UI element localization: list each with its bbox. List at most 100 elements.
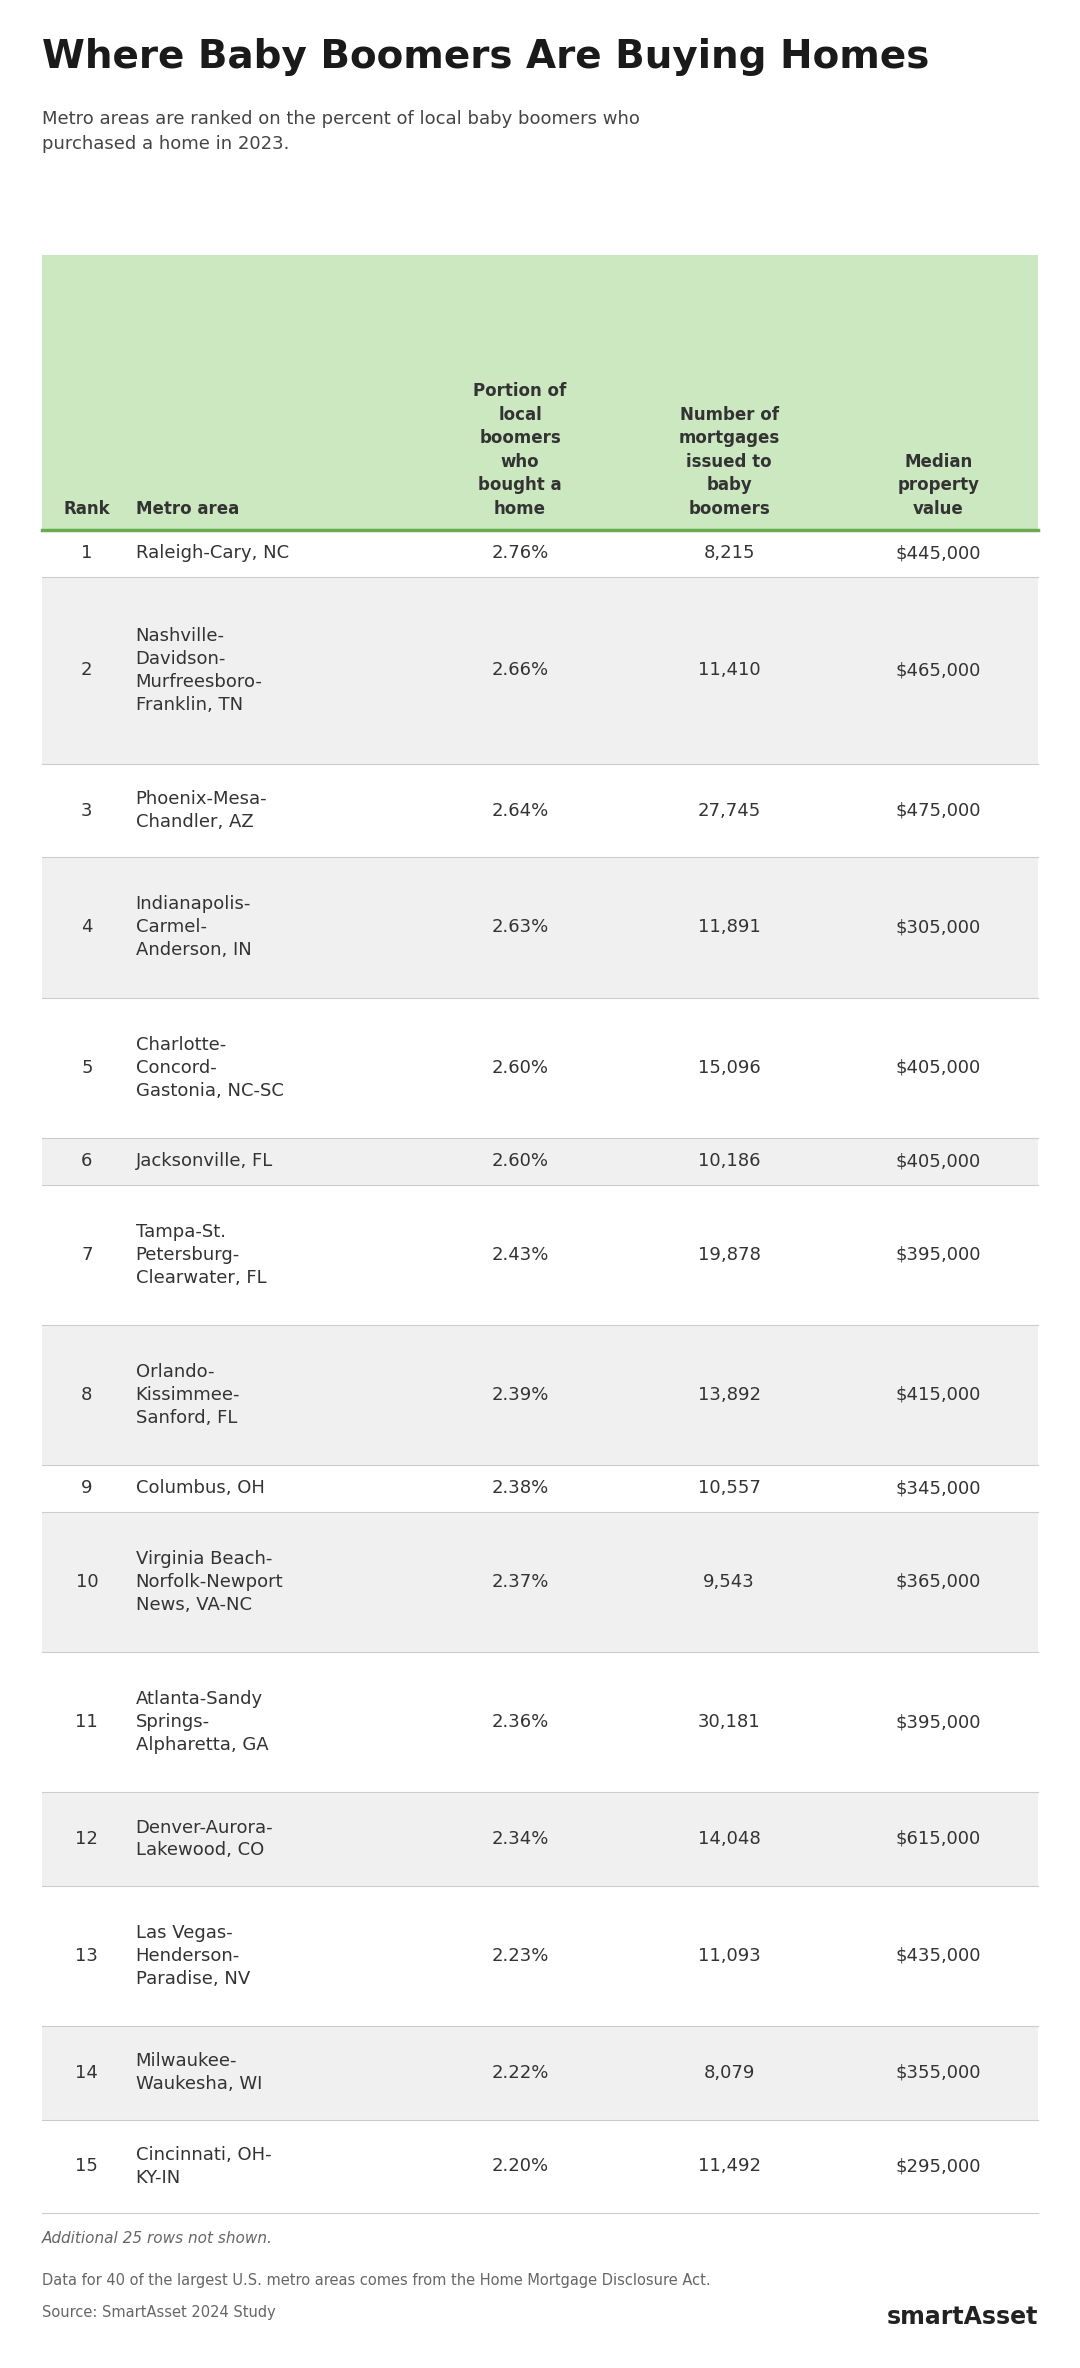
Text: 4: 4 (81, 919, 93, 935)
Text: Data for 40 of the largest U.S. metro areas comes from the Home Mortgage Disclos: Data for 40 of the largest U.S. metro ar… (42, 2273, 711, 2287)
Text: $435,000: $435,000 (895, 1946, 981, 1965)
Text: 15: 15 (76, 2157, 98, 2176)
Text: Indianapolis-
Carmel-
Anderson, IN: Indianapolis- Carmel- Anderson, IN (136, 895, 252, 959)
Text: 2.37%: 2.37% (491, 1572, 549, 1591)
Text: Metro area: Metro area (136, 500, 239, 519)
Text: Atlanta-Sandy
Springs-
Alpharetta, GA: Atlanta-Sandy Springs- Alpharetta, GA (136, 1691, 268, 1755)
Text: Milwaukee-
Waukesha, WI: Milwaukee- Waukesha, WI (136, 2053, 262, 2093)
FancyBboxPatch shape (42, 2027, 1038, 2119)
Text: Phoenix-Mesa-
Chandler, AZ: Phoenix-Mesa- Chandler, AZ (136, 791, 267, 831)
Text: 2.22%: 2.22% (491, 2065, 549, 2081)
FancyBboxPatch shape (42, 1466, 1038, 1511)
Text: 3: 3 (81, 800, 93, 819)
Text: 11,891: 11,891 (698, 919, 760, 935)
Text: Denver-Aurora-
Lakewood, CO: Denver-Aurora- Lakewood, CO (136, 1819, 273, 1859)
Text: 10,186: 10,186 (698, 1153, 760, 1170)
FancyBboxPatch shape (42, 997, 1038, 1137)
FancyBboxPatch shape (42, 2119, 1038, 2214)
FancyBboxPatch shape (42, 1793, 1038, 1885)
Text: 6: 6 (81, 1153, 93, 1170)
Text: Raleigh-Cary, NC: Raleigh-Cary, NC (136, 545, 288, 561)
Text: Las Vegas-
Henderson-
Paradise, NV: Las Vegas- Henderson- Paradise, NV (136, 1923, 249, 1987)
Text: $345,000: $345,000 (895, 1480, 981, 1497)
Text: 5: 5 (81, 1058, 93, 1077)
Text: 11: 11 (76, 1712, 98, 1731)
Text: 15,096: 15,096 (698, 1058, 760, 1077)
Text: Orlando-
Kissimmee-
Sanford, FL: Orlando- Kissimmee- Sanford, FL (136, 1364, 240, 1428)
Text: 30,181: 30,181 (698, 1712, 760, 1731)
Text: 2.66%: 2.66% (491, 661, 549, 680)
Text: 8,079: 8,079 (703, 2065, 755, 2081)
Text: 19,878: 19,878 (698, 1246, 760, 1265)
Text: Metro areas are ranked on the percent of local baby boomers who
purchased a home: Metro areas are ranked on the percent of… (42, 109, 639, 154)
Text: Tampa-St.
Petersburg-
Clearwater, FL: Tampa-St. Petersburg- Clearwater, FL (136, 1222, 267, 1286)
Text: $295,000: $295,000 (895, 2157, 981, 2176)
Text: 11,093: 11,093 (698, 1946, 760, 1965)
FancyBboxPatch shape (42, 857, 1038, 997)
Text: $405,000: $405,000 (895, 1058, 981, 1077)
Text: 2.63%: 2.63% (491, 919, 549, 935)
Text: 27,745: 27,745 (698, 800, 761, 819)
Text: smartAsset: smartAsset (887, 2304, 1038, 2330)
FancyBboxPatch shape (42, 1137, 1038, 1184)
Text: 2: 2 (81, 661, 93, 680)
Text: 2.38%: 2.38% (491, 1480, 549, 1497)
Text: Median
property
value: Median property value (897, 452, 980, 519)
FancyBboxPatch shape (42, 530, 1038, 578)
Text: 2.76%: 2.76% (491, 545, 549, 561)
Text: 9,543: 9,543 (703, 1572, 755, 1591)
Text: 12: 12 (76, 1830, 98, 1847)
Text: 9: 9 (81, 1480, 93, 1497)
Text: 14,048: 14,048 (698, 1830, 760, 1847)
Text: 8: 8 (81, 1385, 93, 1404)
Text: 1: 1 (81, 545, 93, 561)
Text: 2.20%: 2.20% (491, 2157, 549, 2176)
Text: 10: 10 (76, 1572, 98, 1591)
Text: Cincinnati, OH-
KY-IN: Cincinnati, OH- KY-IN (136, 2145, 271, 2186)
Text: $365,000: $365,000 (895, 1572, 981, 1591)
Text: Nashville-
Davidson-
Murfreesboro-
Franklin, TN: Nashville- Davidson- Murfreesboro- Frank… (136, 628, 262, 713)
Text: 2.39%: 2.39% (491, 1385, 549, 1404)
Text: 7: 7 (81, 1246, 93, 1265)
Text: Rank: Rank (64, 500, 110, 519)
Text: 2.60%: 2.60% (491, 1153, 549, 1170)
Text: $475,000: $475,000 (895, 800, 981, 819)
FancyBboxPatch shape (42, 1324, 1038, 1466)
FancyBboxPatch shape (42, 1184, 1038, 1324)
Text: 11,492: 11,492 (698, 2157, 760, 2176)
FancyBboxPatch shape (42, 578, 1038, 765)
Text: $355,000: $355,000 (895, 2065, 981, 2081)
FancyBboxPatch shape (42, 1885, 1038, 2027)
Text: 14: 14 (76, 2065, 98, 2081)
Text: Number of
mortgages
issued to
baby
boomers: Number of mortgages issued to baby boome… (678, 405, 780, 519)
Text: Portion of
local
boomers
who
bought a
home: Portion of local boomers who bought a ho… (473, 381, 567, 519)
Text: Additional 25 rows not shown.: Additional 25 rows not shown. (42, 2231, 273, 2245)
FancyBboxPatch shape (42, 1653, 1038, 1793)
FancyBboxPatch shape (42, 256, 1038, 530)
Text: $405,000: $405,000 (895, 1153, 981, 1170)
Text: 2.36%: 2.36% (491, 1712, 549, 1731)
Text: Where Baby Boomers Are Buying Homes: Where Baby Boomers Are Buying Homes (42, 38, 930, 76)
Text: $465,000: $465,000 (895, 661, 981, 680)
Text: Source: SmartAsset 2024 Study: Source: SmartAsset 2024 Study (42, 2304, 275, 2321)
Text: Charlotte-
Concord-
Gastonia, NC-SC: Charlotte- Concord- Gastonia, NC-SC (136, 1035, 284, 1099)
Text: $615,000: $615,000 (895, 1830, 981, 1847)
Text: 2.34%: 2.34% (491, 1830, 549, 1847)
Text: 2.43%: 2.43% (491, 1246, 549, 1265)
Text: 11,410: 11,410 (698, 661, 760, 680)
Text: $305,000: $305,000 (895, 919, 981, 935)
Text: $415,000: $415,000 (895, 1385, 981, 1404)
FancyBboxPatch shape (42, 1511, 1038, 1653)
Text: $395,000: $395,000 (895, 1712, 981, 1731)
Text: Columbus, OH: Columbus, OH (136, 1480, 265, 1497)
Text: 13: 13 (76, 1946, 98, 1965)
Text: 13,892: 13,892 (698, 1385, 760, 1404)
Text: $445,000: $445,000 (895, 545, 981, 561)
Text: 2.23%: 2.23% (491, 1946, 549, 1965)
FancyBboxPatch shape (42, 765, 1038, 857)
Text: 2.64%: 2.64% (491, 800, 549, 819)
Text: Virginia Beach-
Norfolk-Newport
News, VA-NC: Virginia Beach- Norfolk-Newport News, VA… (136, 1551, 283, 1613)
Text: $395,000: $395,000 (895, 1246, 981, 1265)
Text: Jacksonville, FL: Jacksonville, FL (136, 1153, 273, 1170)
Text: 8,215: 8,215 (703, 545, 755, 561)
